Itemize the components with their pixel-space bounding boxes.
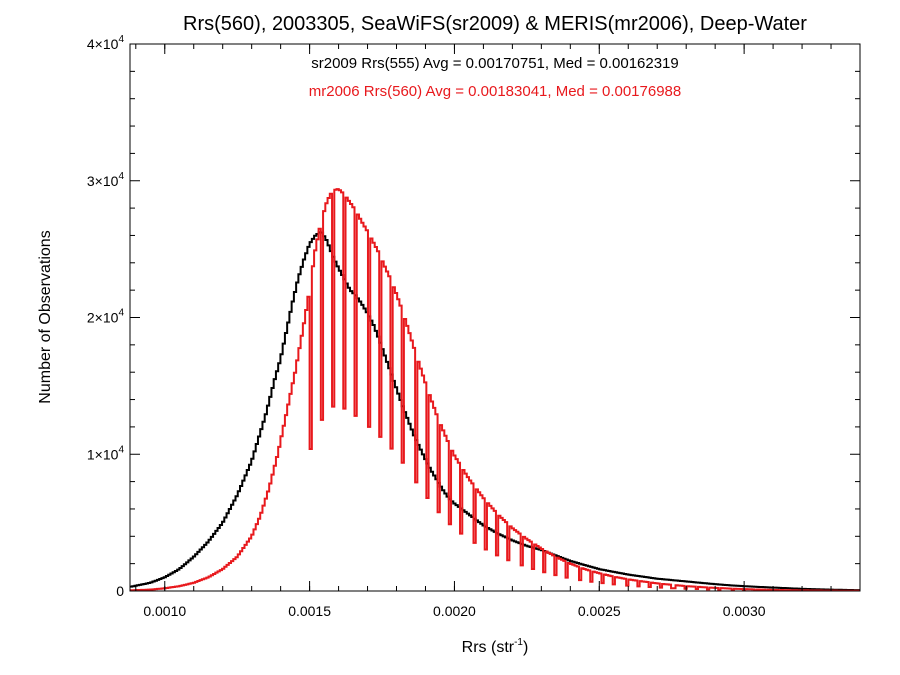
plot-area: [130, 188, 860, 591]
series-2-line: [130, 188, 860, 591]
x-axis-label-sup: -1: [514, 637, 523, 648]
y-tick-exponent: 4: [118, 171, 124, 182]
y-tick-mantissa: 2×10: [87, 310, 119, 326]
ticks-layer: 0.0010 0.0015 0.0020 0.0025 0.003001×1042×10…: [87, 34, 861, 619]
y-tick-mantissa: 0: [116, 583, 124, 599]
y-axis-label: Number of Observations: [37, 230, 54, 403]
x-axis-label-main: Rrs (str: [462, 639, 515, 656]
y-tick-label: 0: [116, 583, 124, 599]
series-layer: [130, 188, 860, 591]
y-tick-label: 4×104: [87, 34, 125, 52]
y-tick-exponent: 4: [118, 444, 124, 455]
x-axis-label: Rrs (str-1): [462, 637, 529, 656]
y-tick-mantissa: 4×10: [87, 36, 119, 52]
x-tick-label: 0.0015: [288, 603, 331, 619]
y-tick-exponent: 4: [118, 34, 124, 45]
y-tick-exponent: 4: [118, 308, 124, 319]
x-tick-label: 0.0025: [578, 603, 621, 619]
y-tick-label: 1×104: [87, 444, 125, 462]
annotations-layer: sr2009 Rrs(555) Avg = 0.00170751, Med = …: [309, 55, 682, 100]
x-axis-label-suffix: ): [523, 639, 528, 656]
y-tick-mantissa: 1×10: [87, 446, 119, 462]
x-tick-label: 0.0010: [143, 603, 186, 619]
y-tick-mantissa: 3×10: [87, 173, 119, 189]
chart-title: Rrs(560), 2003305, SeaWiFS(sr2009) & MER…: [183, 13, 807, 35]
y-tick-label: 2×104: [87, 308, 125, 326]
x-tick-label: 0.0030: [723, 603, 766, 619]
annotation-2: mr2006 Rrs(560) Avg = 0.00183041, Med = …: [309, 83, 682, 100]
annotation-1: sr2009 Rrs(555) Avg = 0.00170751, Med = …: [311, 55, 679, 72]
x-tick-label: 0.0020: [433, 603, 476, 619]
y-tick-label: 3×104: [87, 171, 125, 189]
